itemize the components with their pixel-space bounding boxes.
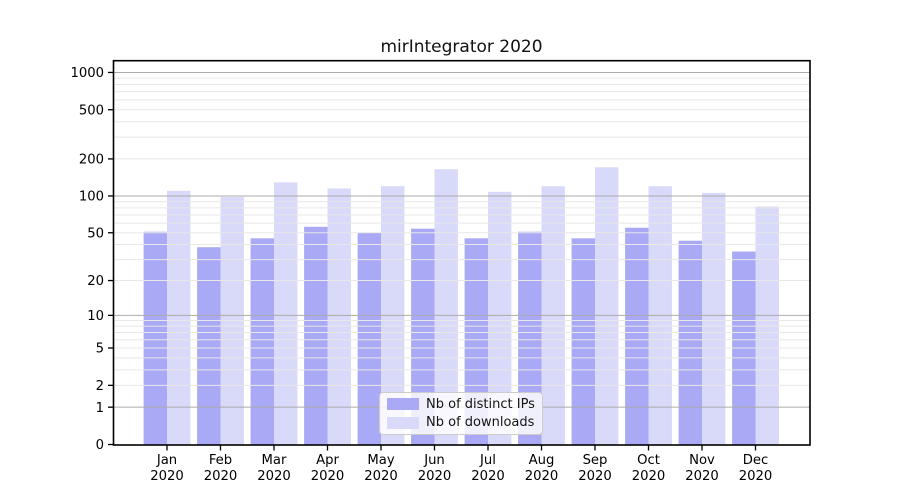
y-tick-label-50: 50	[87, 226, 104, 241]
bar-distinct-ips-mar	[250, 238, 274, 445]
bar-distinct-ips-apr	[304, 226, 328, 445]
bar-distinct-ips-aug	[518, 231, 542, 445]
x-tick-year-jan: 2020	[150, 469, 184, 484]
bar-downloads-jan	[167, 190, 191, 445]
y-tick-label-1000: 1000	[70, 66, 104, 81]
x-tick-label-apr: Apr	[316, 453, 339, 468]
x-tick-label-may: May	[367, 453, 394, 468]
legend-swatch-downloads	[387, 416, 419, 429]
x-tick-year-mar: 2020	[257, 469, 291, 484]
bar-downloads-mar	[274, 182, 298, 445]
x-tick-label-jul: Jul	[479, 453, 496, 468]
bar-distinct-ips-may	[357, 232, 381, 445]
bar-downloads-jun	[434, 169, 458, 445]
y-tick-label-200: 200	[79, 153, 104, 168]
x-tick-label-jun: Jun	[423, 453, 445, 468]
x-tick-year-aug: 2020	[525, 469, 559, 484]
x-tick-year-jun: 2020	[418, 469, 452, 484]
legend: Nb of distinct IPs Nb of downloads	[379, 392, 543, 435]
bar-downloads-feb	[220, 197, 244, 445]
chart-title: mirIntegrator 2020	[380, 37, 543, 57]
y-tick-label-10: 10	[87, 309, 104, 324]
x-tick-year-feb: 2020	[204, 469, 238, 484]
legend-item-distinct-ips: Nb of distinct IPs	[387, 397, 542, 412]
x-tick-label-jan: Jan	[156, 453, 177, 468]
bar-distinct-ips-nov	[678, 240, 702, 445]
y-tick-label-0: 0	[96, 438, 104, 453]
x-tick-year-dec: 2020	[739, 469, 773, 484]
y-tick-label-20: 20	[87, 274, 104, 289]
y-tick-label-100: 100	[79, 190, 104, 205]
legend-label-distinct-ips: Nb of distinct IPs	[426, 396, 535, 412]
x-tick-label-mar: Mar	[262, 453, 287, 468]
y-tick-label-1: 1	[96, 401, 104, 416]
legend-label-downloads: Nb of downloads	[426, 415, 535, 431]
x-tick-label-oct: Oct	[637, 453, 660, 468]
bar-distinct-ips-oct	[625, 227, 649, 445]
legend-item-downloads: Nb of downloads	[387, 415, 542, 430]
plot-frame	[112, 59, 811, 446]
x-tick-label-dec: Dec	[743, 453, 769, 468]
x-tick-year-sep: 2020	[578, 469, 612, 484]
bar-distinct-ips-jun	[411, 228, 435, 445]
x-tick-year-jul: 2020	[471, 469, 505, 484]
bar-downloads-nov	[702, 192, 726, 445]
y-tick-label-2: 2	[96, 379, 104, 394]
bar-distinct-ips-feb	[197, 247, 221, 445]
x-tick-label-feb: Feb	[209, 453, 232, 468]
y-tick-label-5: 5	[96, 342, 104, 357]
x-tick-year-may: 2020	[364, 469, 398, 484]
legend-swatch-distinct-ips	[387, 398, 419, 411]
bar-downloads-apr	[327, 188, 351, 445]
bar-downloads-sep	[595, 167, 619, 445]
x-tick-year-nov: 2020	[685, 469, 719, 484]
x-tick-year-oct: 2020	[632, 469, 666, 484]
bar-downloads-jul	[488, 191, 512, 445]
x-tick-label-sep: Sep	[583, 453, 608, 468]
x-tick-label-nov: Nov	[689, 453, 715, 468]
bar-distinct-ips-sep	[571, 238, 595, 445]
bar-distinct-ips-jan	[143, 231, 167, 445]
y-tick-label-500: 500	[79, 103, 104, 118]
x-tick-year-apr: 2020	[311, 469, 345, 484]
x-tick-label-aug: Aug	[529, 453, 555, 468]
